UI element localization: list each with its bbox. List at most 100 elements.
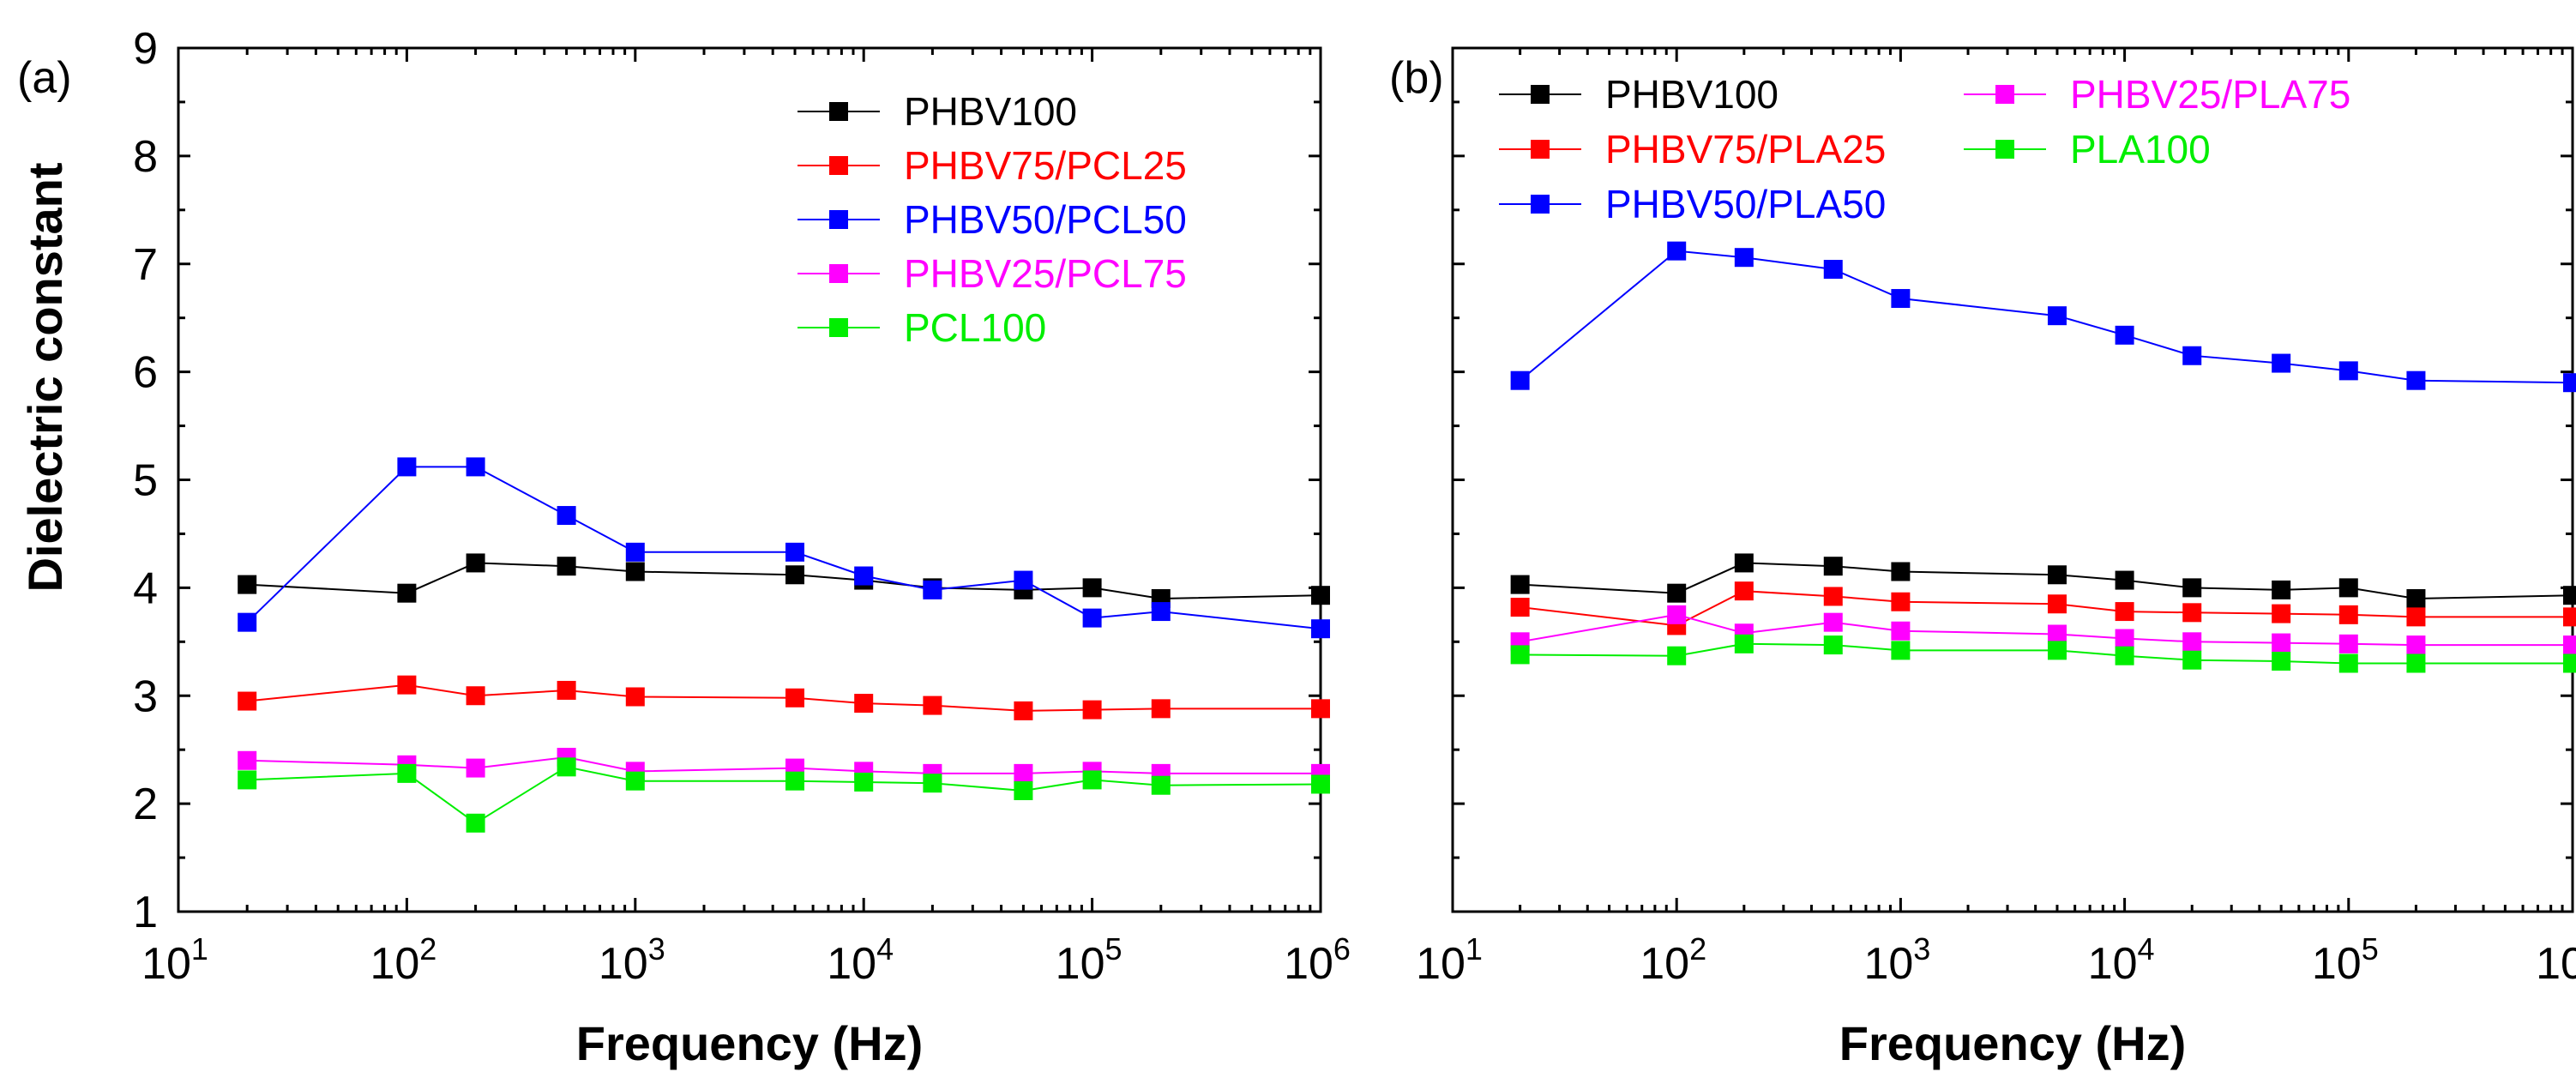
legend-marker xyxy=(829,210,848,229)
series-line xyxy=(247,766,1321,825)
data-point xyxy=(397,675,417,695)
data-point xyxy=(854,772,874,792)
data-point xyxy=(397,583,417,603)
data-point xyxy=(238,770,257,790)
series-line xyxy=(246,466,1321,630)
data-point xyxy=(854,566,874,586)
y-tick-label: 1 xyxy=(133,888,158,937)
y-axis-title: Dielectric constant xyxy=(18,162,72,592)
data-point xyxy=(2338,653,2358,673)
legend-label: PLA100 xyxy=(2070,127,2211,172)
data-point xyxy=(1891,641,1911,660)
data-point xyxy=(2563,607,2576,627)
data-point xyxy=(397,457,417,477)
data-point xyxy=(1823,635,1843,655)
legend-label: PHBV25/PLA75 xyxy=(2070,72,2350,117)
data-point xyxy=(238,750,257,770)
data-point xyxy=(1734,248,1754,268)
legend-marker xyxy=(829,156,848,175)
data-point xyxy=(1734,634,1754,653)
data-point xyxy=(2406,607,2426,627)
data-point xyxy=(2115,325,2134,345)
legend-marker xyxy=(829,102,848,121)
y-tick-label: 9 xyxy=(133,24,158,74)
data-point xyxy=(2272,580,2291,599)
data-point xyxy=(238,612,257,632)
y-tick-label: 2 xyxy=(133,780,158,829)
data-point xyxy=(557,506,576,526)
data-point xyxy=(2047,594,2067,614)
data-point xyxy=(2338,578,2358,598)
data-point xyxy=(238,691,257,711)
data-point xyxy=(2406,588,2426,608)
plot-frame xyxy=(1451,46,2574,913)
data-point xyxy=(1823,260,1843,280)
data-point xyxy=(625,771,645,791)
data-point xyxy=(2338,361,2358,381)
legend-marker xyxy=(1531,85,1550,104)
legend-marker xyxy=(829,318,848,337)
legend-label: PHBV50/PLA50 xyxy=(1605,182,1886,226)
series-line xyxy=(247,562,1321,600)
legend-label: PHBV25/PCL75 xyxy=(904,251,1187,296)
y-tick-label: 5 xyxy=(133,456,158,506)
legend-marker xyxy=(1531,140,1550,159)
data-point xyxy=(1014,763,1033,783)
data-point xyxy=(2182,603,2202,623)
data-point xyxy=(1311,619,1330,639)
data-point xyxy=(1082,608,1102,628)
data-point xyxy=(2272,651,2291,671)
data-point xyxy=(557,557,576,576)
data-point xyxy=(1823,612,1843,632)
data-point xyxy=(2338,634,2358,653)
data-point xyxy=(1151,775,1171,795)
data-point xyxy=(466,758,485,778)
panel-b: 101 102 103 104 105 106 Frequency (Hz) (b) PHBV1… xyxy=(1389,46,2576,1070)
series-line xyxy=(1520,613,2573,647)
data-point xyxy=(1510,645,1530,665)
data-point xyxy=(2406,370,2426,390)
data-point xyxy=(2563,373,2576,393)
data-point xyxy=(1082,770,1102,790)
y-tick-label: 6 xyxy=(133,348,158,398)
data-point xyxy=(1891,562,1911,581)
data-point xyxy=(2115,646,2134,665)
data-point xyxy=(1891,621,1911,641)
data-point xyxy=(1311,774,1330,794)
x-tick-label: 102 xyxy=(370,931,436,989)
data-point xyxy=(625,542,645,562)
data-point xyxy=(1734,581,1754,601)
x-tick-label: 106 xyxy=(2536,931,2576,989)
y-tick-label: 4 xyxy=(133,563,158,613)
data-point xyxy=(1151,602,1171,622)
data-point xyxy=(785,565,805,585)
data-point xyxy=(1823,587,1843,606)
data-point xyxy=(2406,653,2426,673)
data-point xyxy=(1151,699,1171,719)
data-point xyxy=(2406,635,2426,655)
data-point xyxy=(1311,699,1330,719)
x-axis-title: Frequency (Hz) xyxy=(576,1016,924,1070)
data-point xyxy=(1014,781,1033,801)
series-line xyxy=(1520,562,2573,600)
legend-marker xyxy=(1995,85,2014,104)
legend-marker xyxy=(1531,195,1550,214)
data-point xyxy=(466,813,485,833)
series-line xyxy=(247,684,1321,712)
data-point xyxy=(785,771,805,791)
panel-label: (b) xyxy=(1389,53,1444,103)
data-point xyxy=(1014,570,1033,590)
data-point xyxy=(1891,592,1911,611)
data-point xyxy=(2563,635,2576,655)
data-point xyxy=(923,696,942,715)
legend-label: PHBV50/PCL50 xyxy=(904,197,1187,242)
y-tick-label: 7 xyxy=(133,240,158,290)
data-point xyxy=(557,757,576,777)
x-tick-label: 103 xyxy=(599,931,665,989)
x-tick-label: 101 xyxy=(1416,931,1483,989)
x-tick-label: 103 xyxy=(1863,931,1930,989)
legend-label: PHBV75/PLA25 xyxy=(1605,127,1886,172)
data-point xyxy=(2563,653,2576,673)
x-axis-title: Frequency (Hz) xyxy=(1839,1016,2187,1070)
